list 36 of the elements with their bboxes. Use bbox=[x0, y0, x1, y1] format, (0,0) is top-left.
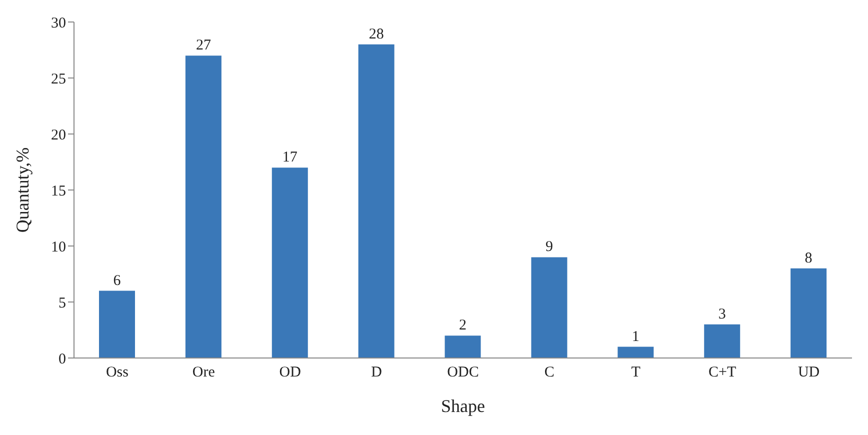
data-label: 27 bbox=[196, 38, 212, 54]
y-tick-label: 15 bbox=[51, 183, 66, 200]
data-label: 6 bbox=[113, 272, 122, 289]
x-tick-label: Ore bbox=[192, 364, 216, 381]
x-tick-label: D bbox=[371, 364, 382, 381]
x-tick-label: C bbox=[544, 364, 554, 381]
x-tick-label: C+T bbox=[708, 364, 736, 381]
x-tick-label: T bbox=[631, 364, 640, 381]
data-label: 9 bbox=[545, 239, 553, 256]
bar bbox=[358, 44, 394, 358]
bar bbox=[790, 268, 827, 358]
x-tick-label: UD bbox=[798, 364, 820, 381]
bar bbox=[444, 336, 481, 358]
bar bbox=[704, 324, 740, 358]
x-tick-label: ODC bbox=[447, 364, 479, 381]
bar bbox=[618, 346, 654, 358]
x-tick-label: Oss bbox=[106, 364, 129, 381]
bar bbox=[99, 290, 135, 358]
x-tick-label: OD bbox=[279, 364, 302, 381]
data-label: 2 bbox=[459, 318, 467, 334]
data-label: 17 bbox=[282, 150, 298, 166]
y-tick-label: 25 bbox=[51, 71, 66, 88]
y-tick-label: 20 bbox=[51, 127, 66, 144]
y-tick-label: 10 bbox=[51, 239, 66, 256]
bar bbox=[185, 56, 222, 358]
data-label: 1 bbox=[632, 328, 640, 345]
data-label: 3 bbox=[718, 306, 726, 322]
y-tick-label: 0 bbox=[58, 351, 66, 368]
y-tick-label: 5 bbox=[58, 295, 66, 312]
bar bbox=[531, 257, 568, 358]
data-label: 8 bbox=[804, 250, 812, 266]
x-axis-title: Shape bbox=[441, 396, 485, 416]
y-axis-title: Quantuty,% bbox=[12, 147, 32, 233]
bar bbox=[272, 168, 308, 358]
y-tick-label: 30 bbox=[51, 15, 66, 32]
data-label: 28 bbox=[368, 26, 384, 42]
